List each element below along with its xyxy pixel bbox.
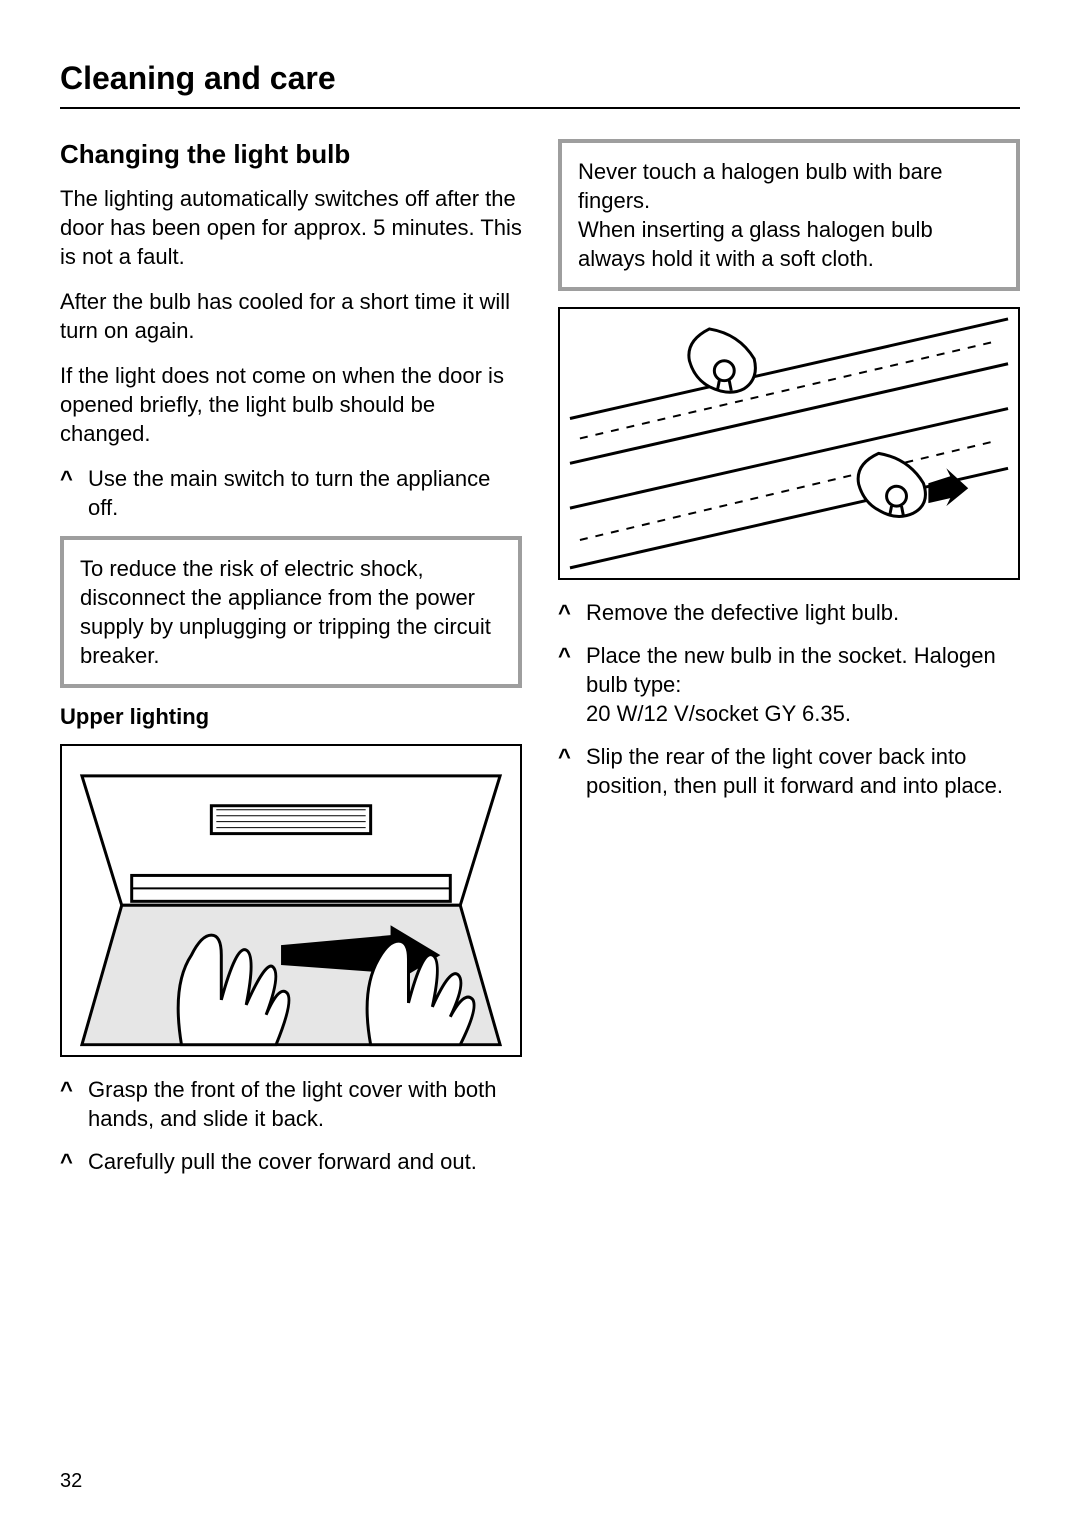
warning-callout: Never touch a halogen bulb with bare fin… [558, 139, 1020, 291]
section-heading: Changing the light bulb [60, 139, 522, 170]
caret-icon: ^ [558, 641, 586, 670]
step-text: Slip the rear of the light cover back in… [586, 742, 1020, 800]
two-column-layout: Changing the light bulb The lighting aut… [60, 139, 1020, 1190]
diagram-hands-slide-cover [62, 746, 520, 1055]
sub-heading: Upper lighting [60, 704, 522, 730]
caret-icon: ^ [60, 1147, 88, 1176]
list-item: ^ Grasp the front of the light cover wit… [60, 1075, 522, 1133]
list-item: ^ Use the main switch to turn the applia… [60, 464, 522, 522]
caret-icon: ^ [558, 742, 586, 771]
step-list: ^ Remove the defective light bulb. ^ Pla… [558, 598, 1020, 800]
page-number: 32 [60, 1470, 82, 1493]
step-text: Grasp the front of the light cover with … [88, 1075, 522, 1133]
step-list: ^ Use the main switch to turn the applia… [60, 464, 522, 522]
list-item: ^ Slip the rear of the light cover back … [558, 742, 1020, 800]
list-item: ^ Place the new bulb in the socket. Halo… [558, 641, 1020, 728]
figure-upper-lighting [60, 744, 522, 1057]
right-column: Never touch a halogen bulb with bare fin… [558, 139, 1020, 1190]
warning-callout: To reduce the risk of electric shock, di… [60, 536, 522, 688]
step-text: Carefully pull the cover forward and out… [88, 1147, 522, 1176]
list-item: ^ Carefully pull the cover forward and o… [60, 1147, 522, 1176]
step-text: Place the new bulb in the socket. Haloge… [586, 641, 1020, 728]
body-text: The lighting automatically switches off … [60, 184, 522, 271]
body-text: If the light does not come on when the d… [60, 361, 522, 448]
page-title: Cleaning and care [60, 60, 1020, 109]
step-text: Use the main switch to turn the applianc… [88, 464, 522, 522]
step-text: Remove the defective light bulb. [586, 598, 1020, 627]
body-text: After the bulb has cooled for a short ti… [60, 287, 522, 345]
caret-icon: ^ [558, 598, 586, 627]
left-column: Changing the light bulb The lighting aut… [60, 139, 522, 1190]
list-item: ^ Remove the defective light bulb. [558, 598, 1020, 627]
caret-icon: ^ [60, 1075, 88, 1104]
step-list: ^ Grasp the front of the light cover wit… [60, 1075, 522, 1176]
diagram-bulb-replace [560, 309, 1018, 578]
figure-replace-bulb [558, 307, 1020, 580]
caret-icon: ^ [60, 464, 88, 493]
